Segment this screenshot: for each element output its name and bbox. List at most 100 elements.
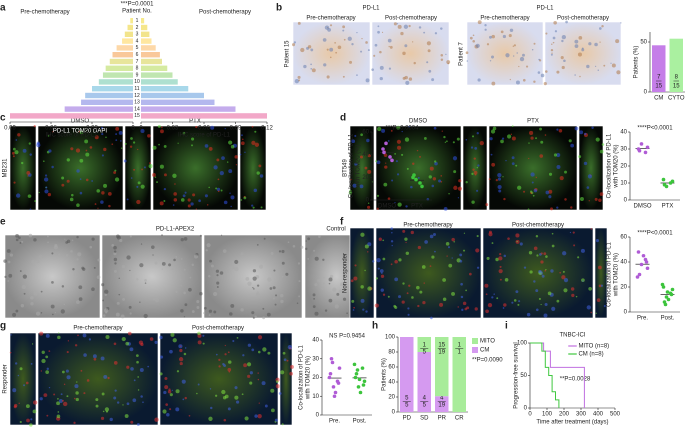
texture xyxy=(349,60,353,64)
texture xyxy=(603,304,606,308)
texture xyxy=(124,414,129,418)
y-tick-label: 20 xyxy=(388,395,395,401)
texture xyxy=(531,49,534,51)
texture xyxy=(242,138,244,141)
texture xyxy=(375,160,378,163)
texture xyxy=(120,314,125,319)
texture xyxy=(147,134,151,138)
texture xyxy=(616,70,621,75)
total-label: 5 xyxy=(423,350,427,356)
texture xyxy=(327,28,331,32)
texture xyxy=(243,363,248,368)
texture xyxy=(328,277,333,282)
texture xyxy=(256,292,260,297)
texture xyxy=(97,207,99,209)
texture xyxy=(93,357,97,361)
texture xyxy=(594,42,598,47)
texture xyxy=(390,227,394,230)
texture xyxy=(76,235,79,239)
y-tick-label: 0 xyxy=(392,410,396,416)
category-label: 5 xyxy=(136,45,139,51)
texture xyxy=(289,371,293,376)
count-label: 15 xyxy=(438,343,445,349)
y-tick-label: 60 xyxy=(362,130,369,136)
texture xyxy=(337,45,342,50)
texture xyxy=(103,374,108,379)
texture xyxy=(105,334,110,340)
texture xyxy=(4,275,7,278)
texture xyxy=(360,298,365,303)
texture xyxy=(47,134,50,137)
texture xyxy=(51,252,54,255)
micrograph xyxy=(544,21,622,86)
y-tick-label: 40 xyxy=(620,130,627,136)
texture xyxy=(434,32,438,35)
texture xyxy=(77,252,82,257)
texture xyxy=(3,259,7,263)
texture xyxy=(202,334,205,337)
texture xyxy=(19,242,22,244)
texture xyxy=(217,178,220,181)
texture xyxy=(545,190,550,195)
texture xyxy=(297,21,301,25)
bar xyxy=(116,45,133,51)
texture xyxy=(503,197,506,201)
texture xyxy=(107,192,112,196)
x-axis-label: IHC score of PD-L1 xyxy=(178,133,231,139)
texture xyxy=(197,331,201,336)
texture xyxy=(147,365,150,368)
texture xyxy=(227,351,230,354)
texture xyxy=(113,396,117,400)
texture xyxy=(354,264,357,267)
point xyxy=(661,177,666,182)
texture xyxy=(359,155,364,159)
texture xyxy=(461,308,464,311)
texture xyxy=(75,391,79,395)
texture xyxy=(15,238,19,242)
texture xyxy=(574,74,576,76)
texture xyxy=(562,270,565,273)
image-label: Non-responder xyxy=(343,253,349,293)
texture xyxy=(440,175,443,177)
texture xyxy=(144,282,147,284)
texture xyxy=(141,168,143,171)
texture xyxy=(187,198,191,202)
y-tick-label: 10 xyxy=(312,394,319,400)
point xyxy=(645,145,650,150)
texture xyxy=(114,262,117,265)
texture xyxy=(7,260,11,264)
texture xyxy=(416,285,420,290)
texture xyxy=(203,312,206,315)
texture xyxy=(180,198,185,202)
texture xyxy=(125,341,130,346)
point xyxy=(390,158,394,163)
texture xyxy=(465,181,468,184)
texture xyxy=(486,256,490,260)
texture xyxy=(251,311,255,315)
point xyxy=(635,275,640,279)
texture xyxy=(429,265,432,268)
texture xyxy=(548,195,552,199)
point xyxy=(381,147,385,151)
texture xyxy=(559,176,564,181)
texture xyxy=(156,181,158,184)
texture xyxy=(550,53,553,56)
texture xyxy=(12,155,15,158)
texture xyxy=(221,389,226,395)
texture xyxy=(538,270,542,274)
point xyxy=(412,173,416,177)
texture xyxy=(605,259,608,262)
texture xyxy=(262,316,266,320)
y-tick-label: 40 xyxy=(620,260,627,266)
texture xyxy=(490,55,495,59)
texture xyxy=(96,275,101,280)
texture xyxy=(408,125,410,128)
texture xyxy=(80,369,83,372)
texture xyxy=(175,389,180,394)
texture xyxy=(41,350,45,354)
texture xyxy=(329,47,334,52)
texture xyxy=(213,165,218,170)
texture xyxy=(165,403,169,406)
texture xyxy=(405,80,410,85)
texture xyxy=(402,229,406,233)
